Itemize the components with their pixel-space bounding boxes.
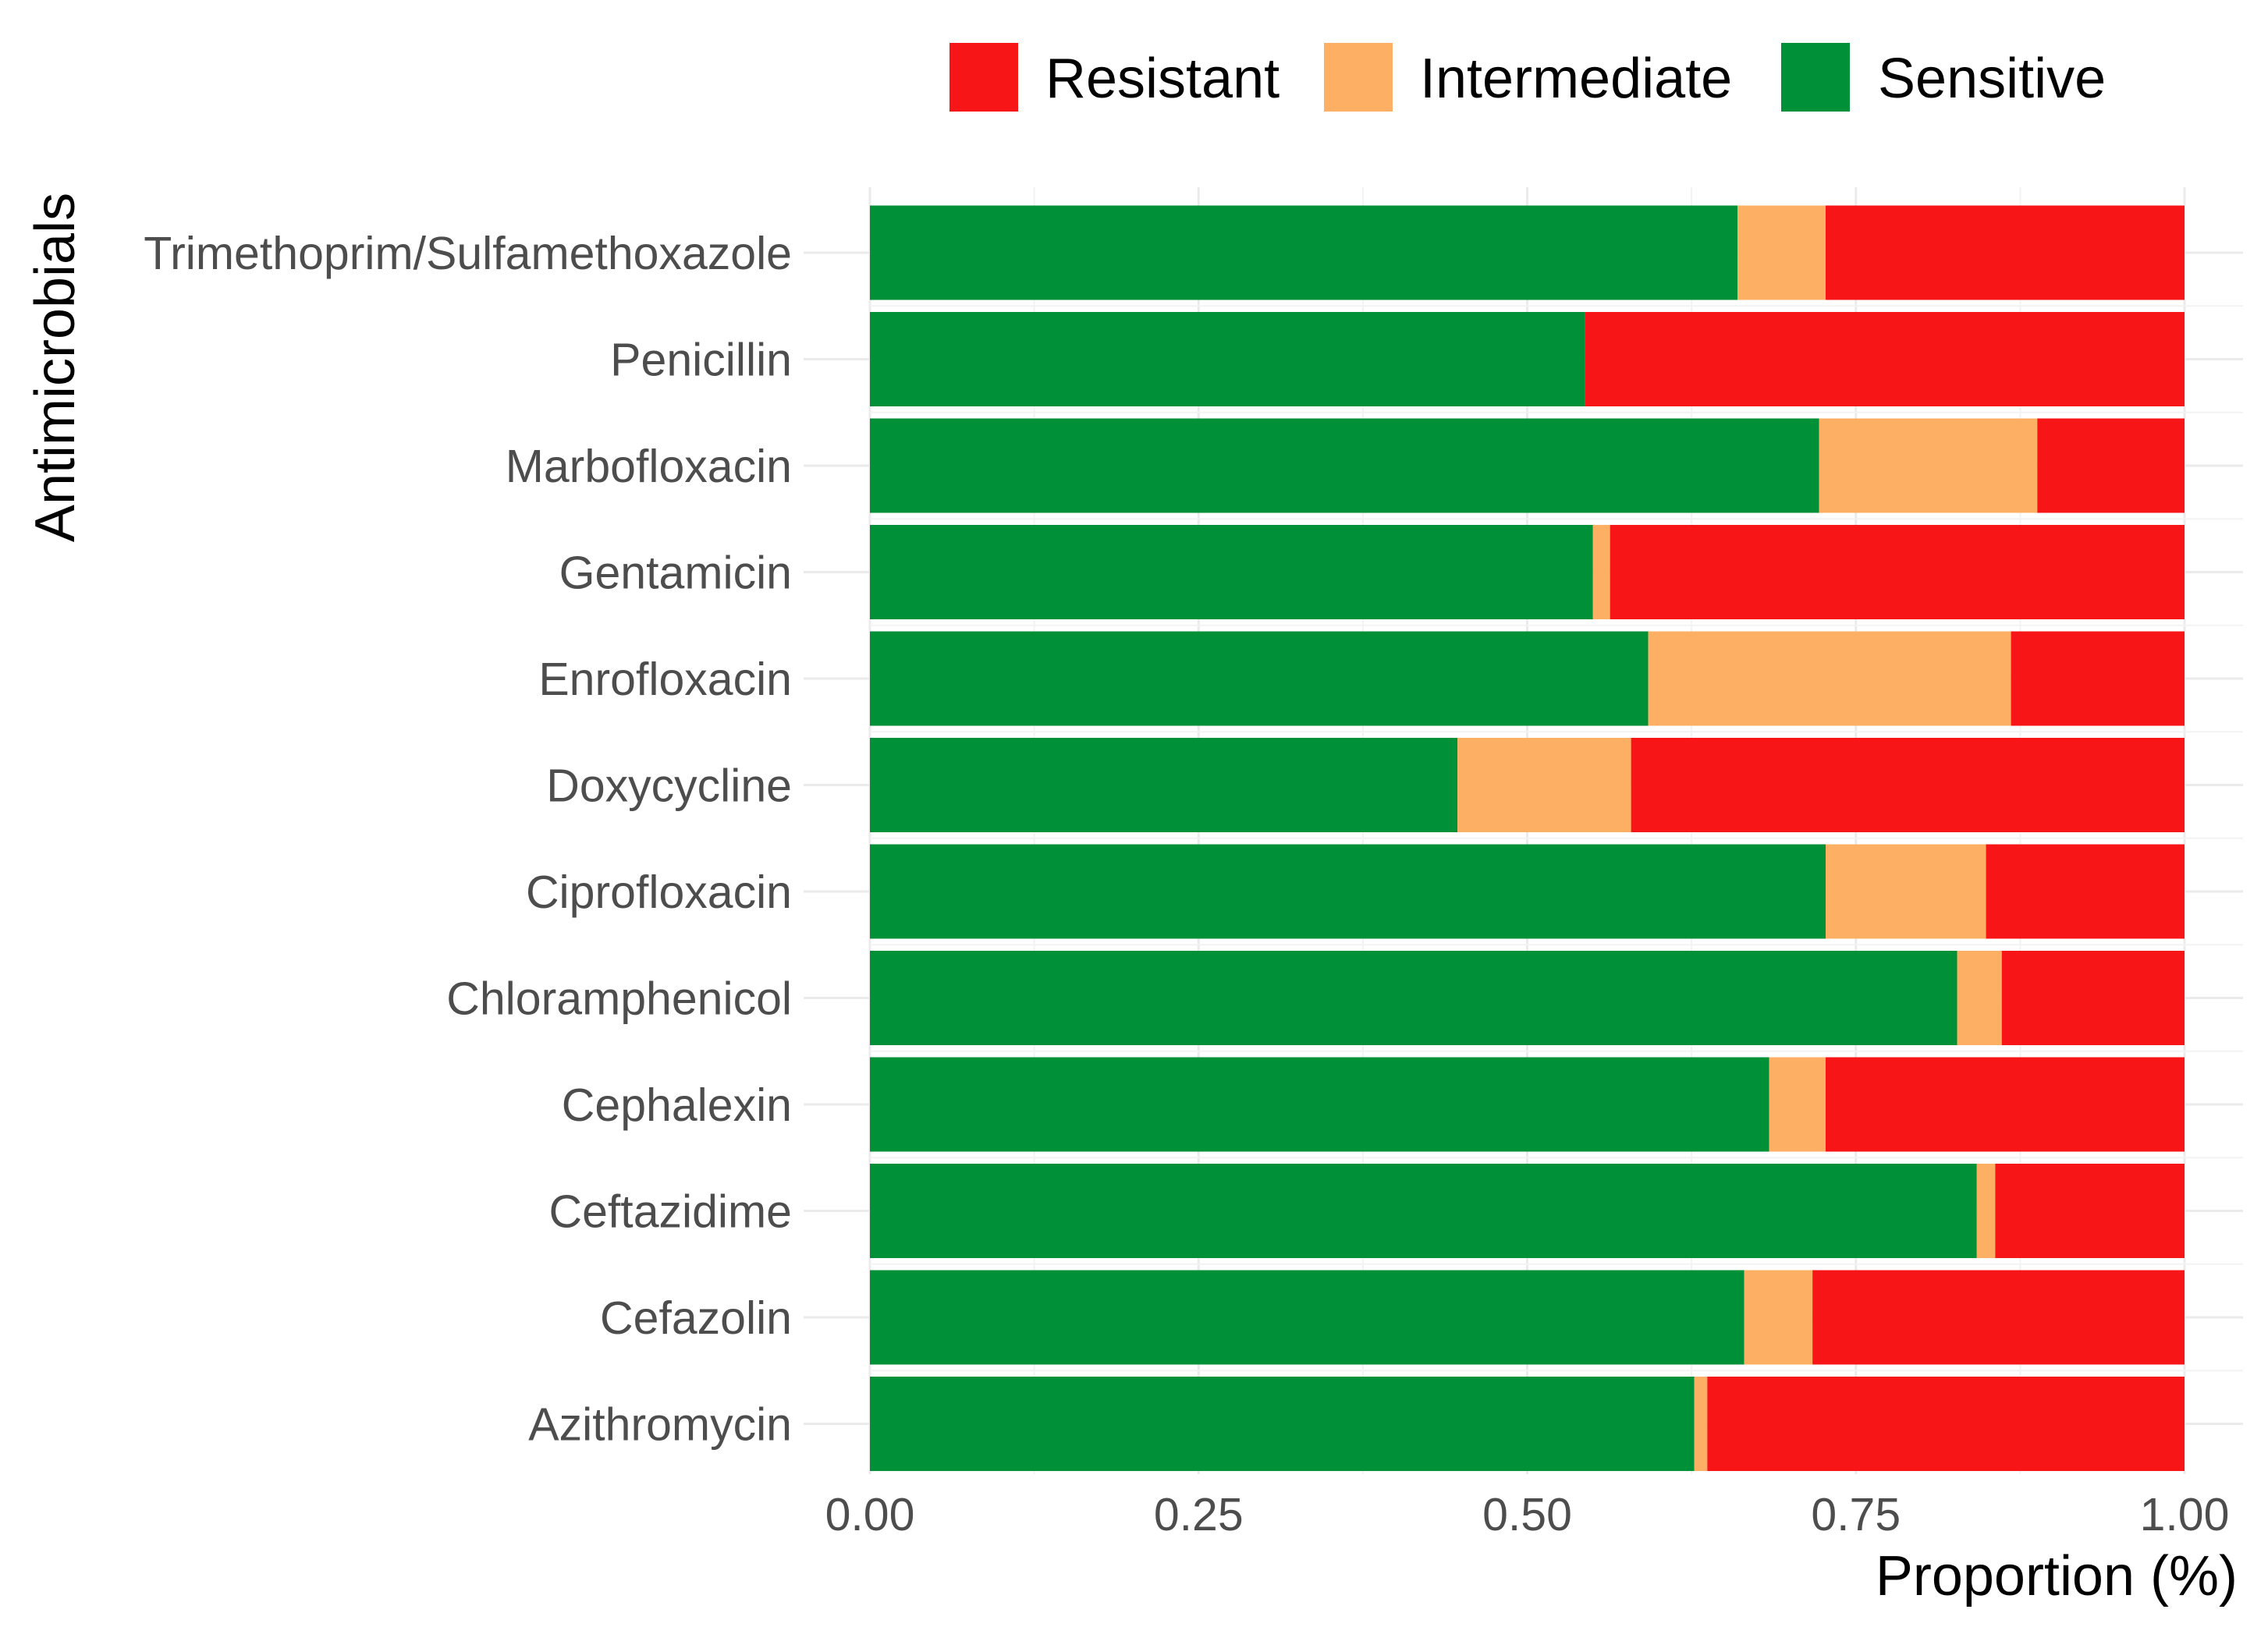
bar-resistant-cefazolin <box>1812 1270 2185 1365</box>
bar-intermediate-chloramphenicol <box>1957 951 2002 1045</box>
legend-label-sensitive: Sensitive <box>1878 48 2106 110</box>
legend-label-resistant: Resistant <box>1045 48 1280 110</box>
bar-resistant-trimethoprim-sulfamethoxazole <box>1825 205 2185 300</box>
category-label-cephalexin: Cephalexin <box>562 1079 792 1131</box>
bar-sensitive-enrofloxacin <box>870 631 1649 726</box>
bar-intermediate-gentamicin <box>1592 525 1610 619</box>
category-labels: Trimethoprim/Sulfamethoxazole Penicillin M… <box>144 228 792 1451</box>
bar-sensitive-azithromycin <box>870 1377 1695 1471</box>
bar-resistant-enrofloxacin <box>2011 631 2185 726</box>
legend: Resistant Intermediate Sensitive <box>949 43 2106 112</box>
bar-intermediate-cefazolin <box>1744 1270 1813 1365</box>
bar-resistant-ceftazidime <box>1995 1164 2185 1258</box>
category-label-azithromycin: Azithromycin <box>528 1399 792 1451</box>
category-label-penicillin: Penicillin <box>610 335 792 386</box>
bar-sensitive-cefazolin <box>870 1270 1744 1365</box>
bar-sensitive-doxycycline <box>870 738 1458 832</box>
category-label-gentamicin: Gentamicin <box>559 548 792 599</box>
x-tick-label: 0.25 <box>1154 1489 1244 1540</box>
x-tick-label: 1.00 <box>2140 1489 2230 1540</box>
bar-resistant-chloramphenicol <box>2001 951 2185 1045</box>
x-tick-labels: 0.00 0.25 0.50 0.75 1.00 <box>825 1489 2230 1540</box>
bar-intermediate-marbofloxacin <box>1819 418 2038 513</box>
bar-resistant-doxycycline <box>1631 738 2185 832</box>
bar-intermediate-azithromycin <box>1694 1377 1708 1471</box>
category-label-chloramphenicol: Chloramphenicol <box>446 973 792 1025</box>
bar-resistant-azithromycin <box>1707 1377 2185 1471</box>
x-axis-title: Proportion (%) <box>1876 1545 2238 1608</box>
bar-resistant-ciprofloxacin <box>1986 844 2185 939</box>
bar-sensitive-ceftazidime <box>870 1164 1977 1258</box>
category-label-marbofloxacin: Marbofloxacin <box>506 441 792 492</box>
category-label-doxycycline: Doxycycline <box>546 760 792 812</box>
bar-resistant-marbofloxacin <box>2037 418 2185 513</box>
bar-intermediate-cephalexin <box>1769 1057 1826 1152</box>
x-tick-label: 0.75 <box>1811 1489 1901 1540</box>
category-label-ciprofloxacin: Ciprofloxacin <box>526 867 792 918</box>
bar-sensitive-marbofloxacin <box>870 418 1819 513</box>
legend-key-sensitive <box>1781 43 1850 112</box>
category-label-enrofloxacin: Enrofloxacin <box>538 654 792 705</box>
bars <box>870 205 2185 1471</box>
category-label-trimethoprim-sulfamethoxazole: Trimethoprim/Sulfamethoxazole <box>144 228 792 279</box>
x-tick-label: 0.00 <box>825 1489 915 1540</box>
bar-sensitive-gentamicin <box>870 525 1593 619</box>
bar-sensitive-chloramphenicol <box>870 951 1957 1045</box>
bar-intermediate-doxycycline <box>1457 738 1631 832</box>
bar-sensitive-ciprofloxacin <box>870 844 1826 939</box>
legend-key-resistant <box>949 43 1018 112</box>
bar-sensitive-cephalexin <box>870 1057 1769 1152</box>
y-axis-title: Antimicrobials <box>24 193 87 542</box>
bar-intermediate-ciprofloxacin <box>1825 844 1986 939</box>
legend-key-intermediate <box>1324 43 1393 112</box>
bar-resistant-penicillin <box>1585 312 2185 406</box>
bar-sensitive-penicillin <box>870 312 1585 406</box>
bar-sensitive-trimethoprim-sulfamethoxazole <box>870 205 1738 300</box>
legend-label-intermediate: Intermediate <box>1420 48 1732 110</box>
category-label-cefazolin: Cefazolin <box>600 1292 792 1344</box>
bar-intermediate-enrofloxacin <box>1648 631 2011 726</box>
x-tick-label: 0.50 <box>1482 1489 1572 1540</box>
category-label-ceftazidime: Ceftazidime <box>548 1186 792 1238</box>
bar-intermediate-trimethoprim-sulfamethoxazole <box>1737 205 1826 300</box>
bar-intermediate-ceftazidime <box>1976 1164 1996 1258</box>
bar-resistant-cephalexin <box>1825 1057 2185 1152</box>
bar-resistant-gentamicin <box>1610 525 2185 619</box>
